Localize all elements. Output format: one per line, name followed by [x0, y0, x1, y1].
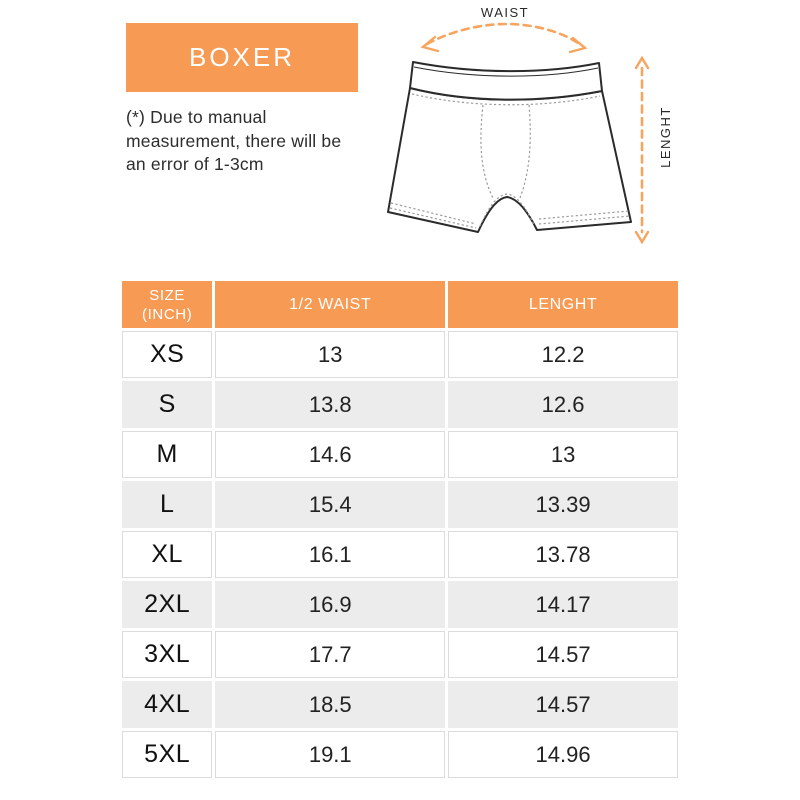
measurement-disclaimer: (*) Due to manual measurement, there wil…: [126, 106, 341, 177]
header-length: LENGHT: [448, 281, 678, 328]
half-waist-cell: 19.1: [215, 731, 446, 778]
table-row: L 15.4 13.39: [122, 481, 678, 528]
half-waist-cell: 16.9: [215, 581, 446, 628]
table-row: 4XL 18.5 14.57: [122, 681, 678, 728]
table-row: M 14.6 13: [122, 431, 678, 478]
length-cell: 14.17: [448, 581, 678, 628]
table-row: XS 13 12.2: [122, 331, 678, 378]
size-table: SIZE (INCH) 1/2 WAIST LENGHT XS 13 12.2 …: [119, 278, 681, 781]
size-cell: 3XL: [122, 631, 213, 678]
disclaimer-line: (*) Due to manual: [126, 107, 267, 127]
length-measure-arrow: [634, 55, 650, 245]
length-cell: 13.39: [448, 481, 678, 528]
boxer-shorts-drawing: [387, 61, 632, 233]
length-cell: 12.6: [448, 381, 678, 428]
size-cell: XS: [122, 331, 213, 378]
waist-measure-arrow: [420, 22, 588, 54]
half-waist-cell: 17.7: [215, 631, 446, 678]
disclaimer-line: measurement, there will be: [126, 130, 342, 151]
header-half-waist: 1/2 WAIST: [215, 281, 446, 328]
waist-label: WAIST: [481, 5, 529, 20]
half-waist-cell: 16.1: [215, 531, 446, 578]
table-row: XL 16.1 13.78: [122, 531, 678, 578]
size-cell: XL: [122, 531, 213, 578]
length-cell: 13.78: [448, 531, 678, 578]
length-cell: 12.2: [448, 331, 678, 378]
half-waist-cell: 14.6: [215, 431, 446, 478]
size-cell: 5XL: [122, 731, 213, 778]
length-cell: 13: [448, 431, 678, 478]
half-waist-cell: 13.8: [215, 381, 446, 428]
size-cell: 2XL: [122, 581, 213, 628]
product-title-banner: BOXER: [126, 23, 358, 92]
size-cell: S: [122, 381, 213, 428]
table-row: 5XL 19.1 14.96: [122, 731, 678, 778]
length-cell: 14.96: [448, 731, 678, 778]
disclaimer-line: an error of 1-3cm: [126, 154, 264, 174]
size-cell: M: [122, 431, 213, 478]
half-waist-cell: 15.4: [215, 481, 446, 528]
length-cell: 14.57: [448, 631, 678, 678]
size-cell: 4XL: [122, 681, 213, 728]
half-waist-cell: 13: [215, 331, 446, 378]
product-title: BOXER: [188, 42, 296, 72]
half-waist-cell: 18.5: [215, 681, 446, 728]
length-cell: 14.57: [448, 681, 678, 728]
boxer-illustration: WAIST LENGHT: [380, 0, 700, 266]
table-row: 2XL 16.9 14.17: [122, 581, 678, 628]
length-label: LENGHT: [658, 106, 673, 168]
table-row: 3XL 17.7 14.57: [122, 631, 678, 678]
size-cell: L: [122, 481, 213, 528]
table-row: S 13.8 12.6: [122, 381, 678, 428]
table-header-row: SIZE (INCH) 1/2 WAIST LENGHT: [122, 281, 678, 328]
header-size-inch: SIZE (INCH): [122, 281, 213, 328]
